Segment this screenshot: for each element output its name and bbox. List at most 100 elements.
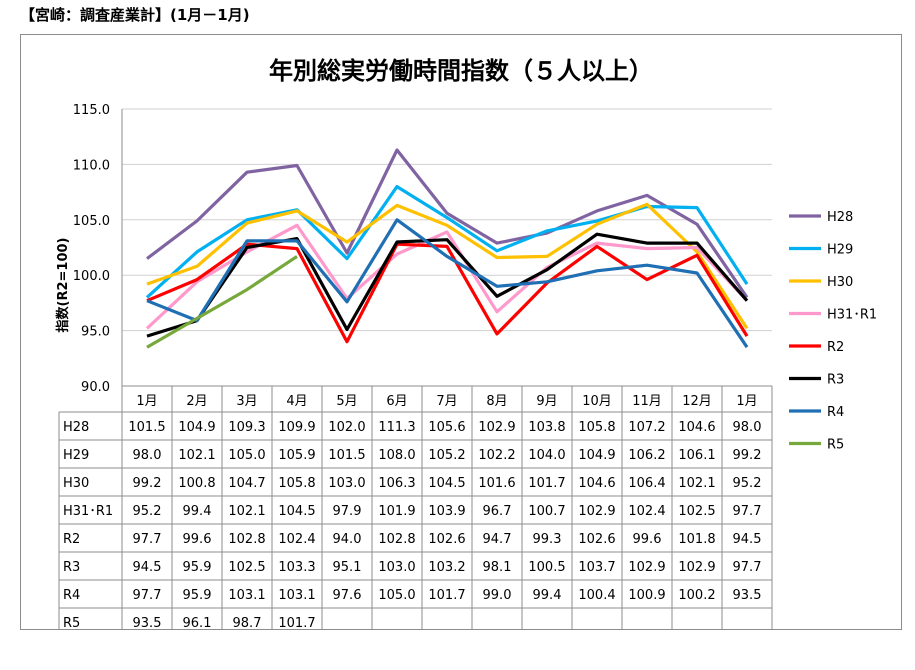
table-cell: 102.1 — [228, 504, 265, 519]
table-cell: 95.2 — [733, 476, 762, 491]
table-cell: 100.4 — [578, 588, 615, 603]
table-cell: 104.7 — [228, 476, 265, 491]
table-cell: 104.5 — [278, 504, 315, 519]
y-tick-label: 100.0 — [73, 269, 110, 284]
x-tick-label: 3月 — [236, 394, 257, 409]
table-cell: 102.5 — [678, 504, 715, 519]
table-cell: 94.0 — [333, 532, 362, 547]
table-cell: 105.9 — [278, 448, 315, 463]
legend-label: H31･R1 — [827, 308, 877, 323]
table-cell: 102.4 — [628, 504, 665, 519]
x-tick-label: 2月 — [186, 394, 207, 409]
table-cell: 102.4 — [278, 532, 315, 547]
table-cell: 105.6 — [428, 420, 465, 435]
table-cell: 106.1 — [678, 448, 715, 463]
table-cell: 99.2 — [133, 476, 162, 491]
gridlines — [121, 108, 772, 386]
table-cell: 97.7 — [133, 532, 162, 547]
table-cell: 109.9 — [278, 420, 315, 435]
table-cell: 99.4 — [533, 588, 562, 603]
table-cell: 97.7 — [133, 588, 162, 603]
x-tick-label: 5月 — [336, 394, 357, 409]
table-cell: 103.2 — [428, 560, 465, 575]
table-cell: 99.3 — [533, 532, 562, 547]
table-cell: 93.5 — [733, 588, 762, 603]
table-cell: 100.9 — [628, 588, 665, 603]
table-cell: 100.5 — [528, 560, 565, 575]
table-cell: 99.0 — [483, 588, 512, 603]
table-cell: 108.0 — [378, 448, 415, 463]
table-cell: 100.2 — [678, 588, 715, 603]
table-row-label: H28 — [63, 420, 89, 435]
data-table: 1月 2月 3月 4月 5月 6月 7月 8月 9月 10月 11月 12月 1月 H28 101.5 104… — [58, 385, 773, 629]
table-row-label: R3 — [63, 560, 80, 575]
table-cell: 103.0 — [328, 476, 365, 491]
table-cell: 102.1 — [678, 476, 715, 491]
table-cell: 95.2 — [133, 504, 162, 519]
y-tick-label: 110.0 — [73, 158, 110, 173]
table-cell: 103.8 — [528, 420, 565, 435]
table-cell: 105.2 — [428, 448, 465, 463]
table-cell: 103.3 — [278, 560, 315, 575]
table-cell: 106.2 — [628, 448, 665, 463]
table-cell: 102.8 — [228, 532, 265, 547]
x-tick-label: 9月 — [536, 394, 557, 409]
table-cell: 103.1 — [278, 588, 315, 603]
chart-frame: 年別総実労働時間指数（５人以上） 指数(R2=100) 90.0 95.0 100.… — [20, 34, 902, 630]
x-tick-label: 1月 — [736, 394, 757, 409]
series-line-R2 — [146, 242, 749, 344]
table-row-label: R2 — [63, 532, 80, 547]
table-cell: 104.0 — [528, 448, 565, 463]
table-cell: 101.5 — [328, 448, 365, 463]
table-cell: 105.0 — [378, 588, 415, 603]
legend-label: H30 — [827, 275, 853, 290]
table-cell: 101.8 — [678, 532, 715, 547]
series-line-R3 — [146, 232, 749, 338]
table-cell: 101.6 — [478, 476, 515, 491]
series-line-R4 — [146, 218, 749, 349]
table-cell: 99.6 — [183, 532, 212, 547]
table-cell: 102.9 — [478, 420, 515, 435]
table-cell: 104.9 — [578, 448, 615, 463]
table-row-label: H29 — [63, 448, 89, 463]
table-cell: 94.5 — [733, 532, 762, 547]
table-cell: 104.5 — [428, 476, 465, 491]
table-cell: 102.0 — [328, 420, 365, 435]
table-cell: 101.5 — [128, 420, 165, 435]
table-cell: 101.7 — [528, 476, 565, 491]
table-cell: 95.9 — [183, 560, 212, 575]
table-cell: 105.8 — [578, 420, 615, 435]
table-cell: 109.3 — [228, 420, 265, 435]
table-cell: 98.0 — [133, 448, 162, 463]
x-tick-label: 8月 — [486, 394, 507, 409]
y-tick-label: 115.0 — [73, 103, 110, 118]
x-tick-label: 11月 — [632, 394, 662, 409]
table-cell: 102.6 — [578, 532, 615, 547]
table-cell: 100.7 — [528, 504, 565, 519]
table-cell: 103.0 — [378, 560, 415, 575]
x-tick-label: 7月 — [436, 394, 457, 409]
table-cell: 106.3 — [378, 476, 415, 491]
table-cell: 101.7 — [428, 588, 465, 603]
page-header: 【宮崎：調査産業計】(1月－1月) — [20, 6, 250, 24]
table-cell: 103.7 — [578, 560, 615, 575]
x-tick-label: 1月 — [136, 394, 157, 409]
y-tick-label: 105.0 — [73, 214, 110, 229]
table-cell: 102.1 — [178, 448, 215, 463]
table-cell: 107.2 — [628, 420, 665, 435]
table-cell: 102.5 — [228, 560, 265, 575]
series-lines — [145, 148, 749, 349]
line-chart: 年別総実労働時間指数（５人以上） 指数(R2=100) 90.0 95.0 100.… — [55, 57, 877, 629]
table-cell: 101.7 — [278, 616, 315, 629]
table-cell: 97.9 — [333, 504, 362, 519]
table-cell: 93.5 — [133, 616, 162, 629]
table-cell: 99.2 — [733, 448, 762, 463]
table-cell: 105.8 — [278, 476, 315, 491]
table-cell: 111.3 — [378, 420, 415, 435]
table-cell: 99.6 — [633, 532, 662, 547]
table-cell: 100.8 — [178, 476, 215, 491]
table-cell: 95.9 — [183, 588, 212, 603]
table-cell: 94.7 — [483, 532, 512, 547]
table-row-label: R5 — [63, 616, 80, 629]
legend: H28 H29 H30 H31･R1 R2 R3 R4 R5 — [789, 210, 877, 453]
